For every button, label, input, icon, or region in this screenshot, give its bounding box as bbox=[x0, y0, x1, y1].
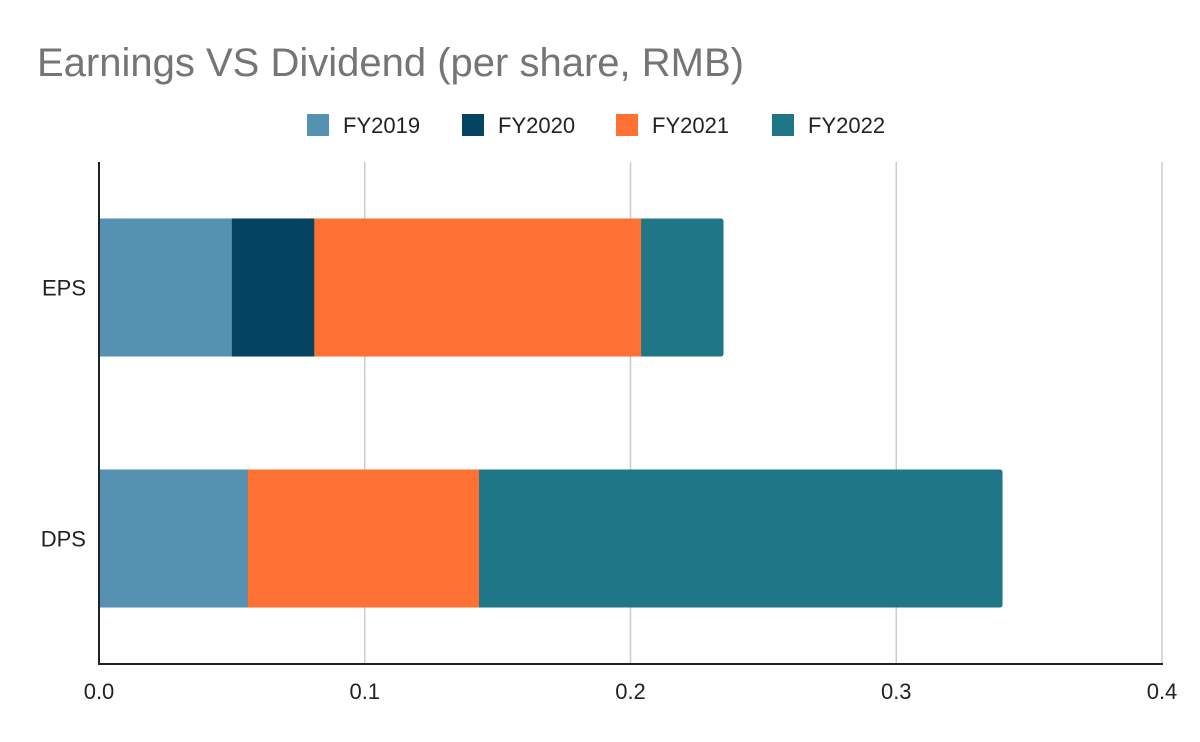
legend-swatch-fy2019 bbox=[307, 114, 329, 136]
legend-swatch-fy2022 bbox=[772, 114, 794, 136]
bars bbox=[99, 218, 1003, 608]
chart-title: Earnings VS Dividend (per share, RMB) bbox=[37, 41, 744, 85]
x-tick-label: 0.0 bbox=[84, 679, 115, 704]
legend-swatch-fy2020 bbox=[462, 114, 484, 136]
category-labels: EPS DPS bbox=[41, 276, 86, 552]
legend-label-fy2020: FY2020 bbox=[498, 113, 575, 138]
legend: FY2019 FY2020 FY2021 FY2022 bbox=[307, 113, 885, 138]
bar-eps-fy2021 bbox=[314, 218, 642, 357]
bar-eps-fy2019 bbox=[99, 218, 233, 357]
bar-dps-fy2021 bbox=[247, 469, 480, 608]
bar-eps-fy2022 bbox=[641, 218, 724, 357]
category-label-dps: DPS bbox=[41, 527, 86, 552]
axes bbox=[98, 162, 1163, 665]
legend-label-fy2019: FY2019 bbox=[343, 113, 420, 138]
bar-eps-fy2020 bbox=[231, 218, 315, 357]
x-tick-label: 0.1 bbox=[349, 679, 380, 704]
category-label-eps: EPS bbox=[42, 276, 86, 301]
legend-label-fy2021: FY2021 bbox=[652, 113, 729, 138]
x-axis-ticks: 0.0 0.1 0.2 0.3 0.4 bbox=[84, 679, 1178, 704]
bar-dps-fy2019 bbox=[99, 469, 249, 608]
x-tick-label: 0.3 bbox=[881, 679, 912, 704]
legend-swatch-fy2021 bbox=[616, 114, 638, 136]
bar-dps-fy2022 bbox=[479, 469, 1003, 608]
x-tick-label: 0.4 bbox=[1147, 679, 1178, 704]
legend-label-fy2022: FY2022 bbox=[808, 113, 885, 138]
x-tick-label: 0.2 bbox=[615, 679, 646, 704]
